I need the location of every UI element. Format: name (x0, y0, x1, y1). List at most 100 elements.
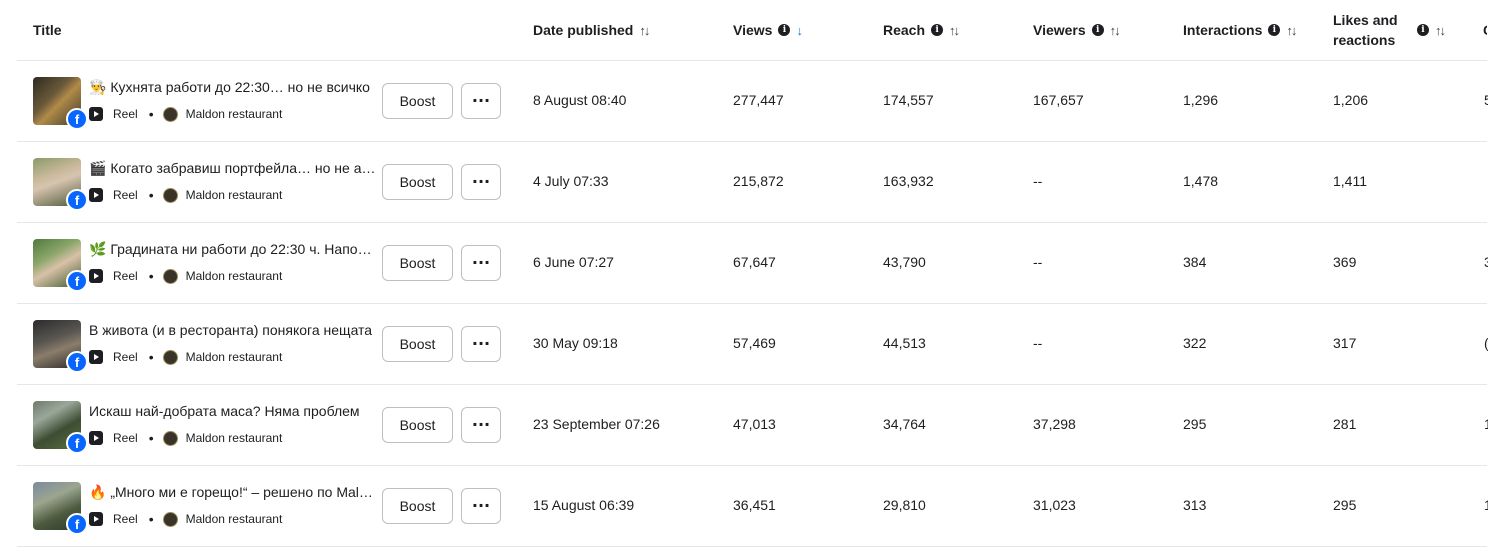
likes-cell: 1,411 (1333, 173, 1367, 189)
page-name: Maldon restaurant (185, 107, 283, 121)
boost-button[interactable]: Boost (382, 83, 453, 119)
views-cell: 215,872 (733, 173, 784, 189)
column-header-title: Title (33, 0, 62, 60)
post-title[interactable]: 🔥 „Много ми е горещо!“ – решено по Maldo… (89, 484, 379, 500)
viewers-cell: 37,298 (1033, 416, 1076, 432)
date-cell: 15 August 06:39 (533, 497, 635, 513)
viewers-cell: -- (1033, 254, 1043, 270)
table-row[interactable]: f 🌿 Градината ни работи до 22:30 ч. Напом… (17, 223, 1488, 304)
date-cell: 6 June 07:27 (533, 254, 614, 270)
views-cell: 47,013 (733, 416, 776, 432)
interactions-cell: 295 (1183, 416, 1207, 432)
sort-icon[interactable]: ↑↓ (1286, 22, 1297, 38)
page-avatar (162, 187, 178, 203)
likes-cell: 317 (1333, 335, 1357, 351)
boost-button[interactable]: Boost (382, 326, 453, 362)
page-avatar (162, 511, 178, 527)
boost-button[interactable]: Boost (382, 164, 453, 200)
column-header-next[interactable]: C (1483, 0, 1487, 60)
boost-button[interactable]: Boost (382, 488, 453, 524)
page-avatar (162, 349, 178, 365)
likes-cell: 369 (1333, 254, 1357, 270)
info-icon[interactable]: i (778, 24, 791, 36)
sort-icon[interactable]: ↑↓ (949, 22, 960, 38)
table-row[interactable]: f 🎬 Когато забравиш портфейла… но не апет… (17, 142, 1487, 223)
boost-button[interactable]: Boost (382, 407, 453, 443)
post-title[interactable]: Искаш най-добрата маса? Няма проблем (89, 403, 360, 419)
page-avatar (162, 430, 178, 446)
more-options-button[interactable]: ··· (461, 407, 501, 443)
post-type: Reel (113, 431, 138, 445)
column-header-views-label: Views (733, 22, 773, 38)
post-title[interactable]: 👨‍🍳 Кухнята работи до 22:30… но не всичк… (89, 79, 370, 95)
column-header-viewers[interactable]: Viewers i ↑↓ (1033, 0, 1121, 60)
reach-cell: 29,810 (883, 497, 926, 513)
post-type: Reel (113, 350, 138, 364)
likes-cell: 295 (1333, 497, 1357, 513)
date-cell: 30 May 09:18 (533, 335, 618, 351)
reach-cell: 163,932 (883, 173, 934, 189)
page-name: Maldon restaurant (185, 188, 283, 202)
column-header-viewers-label: Viewers (1033, 22, 1086, 38)
more-options-button[interactable]: ··· (461, 83, 501, 119)
date-cell: 4 July 07:33 (533, 173, 609, 189)
post-meta: Reel • Maldon restaurant (89, 348, 282, 366)
post-title[interactable]: 🌿 Градината ни работи до 22:30 ч. Напомн… (89, 241, 379, 257)
post-meta: Reel • Maldon restaurant (89, 186, 282, 204)
interactions-cell: 322 (1183, 335, 1207, 351)
info-icon[interactable]: i (1268, 24, 1281, 36)
page-name: Maldon restaurant (185, 350, 283, 364)
more-options-button[interactable]: ··· (461, 326, 501, 362)
next-column-cell: 3 (1484, 254, 1488, 270)
page-name: Maldon restaurant (185, 269, 283, 283)
column-header-interactions[interactable]: Interactions i ↑↓ (1183, 0, 1297, 60)
post-title[interactable]: В живота (и в ресторанта) понякога нещат… (89, 322, 373, 338)
post-type: Reel (113, 512, 138, 526)
column-header-reach[interactable]: Reach i ↑↓ (883, 0, 960, 60)
table-row[interactable]: f 👨‍🍳 Кухнята работи до 22:30… но не всич… (17, 61, 1488, 142)
sort-icon[interactable]: ↑↓ (1435, 22, 1446, 38)
views-cell: 57,469 (733, 335, 776, 351)
interactions-cell: 1,296 (1183, 92, 1219, 108)
sort-descending-icon[interactable]: ↓ (796, 22, 803, 38)
likes-cell: 281 (1333, 416, 1357, 432)
viewers-cell: -- (1033, 173, 1043, 189)
column-header-reach-label: Reach (883, 22, 926, 38)
column-header-next-label: C (1483, 22, 1487, 38)
info-icon[interactable]: i (1091, 24, 1104, 36)
table-row[interactable]: f 🔥 „Много ми е горещо!“ – решено по Mald… (17, 466, 1488, 547)
separator-dot: • (148, 349, 154, 365)
column-header-likes-reactions[interactable]: Likes and reactions i ↑↓ (1333, 0, 1446, 60)
table-row[interactable]: f Искаш най-добрата маса? Няма проблем Ree… (17, 385, 1488, 466)
separator-dot: • (148, 106, 154, 122)
sort-icon[interactable]: ↑↓ (639, 22, 650, 38)
next-column-cell: ( (1484, 335, 1488, 351)
post-title[interactable]: 🎬 Когато забравиш портфейла… но не апети… (89, 160, 379, 176)
more-options-button[interactable]: ··· (461, 164, 501, 200)
column-header-date-label: Date published (533, 22, 634, 38)
column-header-interactions-label: Interactions (1183, 22, 1263, 38)
post-type: Reel (113, 188, 138, 202)
boost-button[interactable]: Boost (382, 245, 453, 281)
separator-dot: • (148, 430, 154, 446)
more-options-button[interactable]: ··· (461, 488, 501, 524)
column-header-date[interactable]: Date published ↑↓ (533, 0, 650, 60)
reel-icon (89, 350, 103, 364)
next-column-cell: 1 (1484, 497, 1488, 513)
interactions-cell: 313 (1183, 497, 1207, 513)
column-header-views[interactable]: Views i ↓ (733, 0, 803, 60)
viewers-cell: -- (1033, 335, 1043, 351)
reach-cell: 43,790 (883, 254, 926, 270)
facebook-icon: f (66, 270, 88, 292)
sort-icon[interactable]: ↑↓ (1109, 22, 1121, 38)
info-icon[interactable]: i (931, 24, 944, 36)
post-meta: Reel • Maldon restaurant (89, 267, 282, 285)
page-name: Maldon restaurant (185, 512, 283, 526)
more-options-button[interactable]: ··· (461, 245, 501, 281)
views-cell: 36,451 (733, 497, 776, 513)
info-icon[interactable]: i (1417, 24, 1429, 36)
separator-dot: • (148, 187, 154, 203)
column-header-likes-label: Likes and reactions (1333, 12, 1398, 48)
